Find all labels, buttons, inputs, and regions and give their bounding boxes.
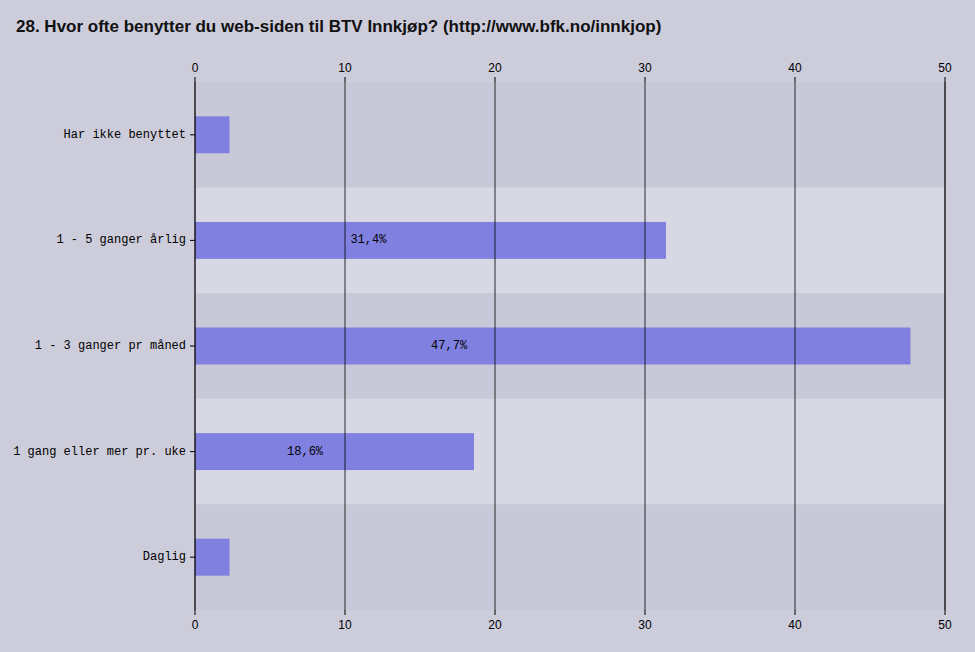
category-label: 1 - 3 ganger pr måned (35, 339, 186, 353)
data-label: 31,4% (350, 233, 387, 247)
category-label: 1 gang eller mer pr. uke (13, 445, 186, 459)
tick (945, 610, 946, 615)
tick-label: 40 (788, 61, 802, 75)
chart: 28. Hvor ofte benytter du web-siden til … (0, 0, 975, 652)
tick-label: 50 (938, 618, 952, 632)
category-label: Daglig (143, 550, 186, 564)
row-background (195, 399, 945, 505)
tick-label: 10 (338, 618, 352, 632)
tick (345, 610, 346, 615)
category-label: Har ikke benyttet (64, 128, 186, 142)
grid-line (495, 82, 496, 610)
grid-line (945, 82, 946, 610)
tick (345, 77, 346, 82)
tick (495, 610, 496, 615)
tick-label: 50 (938, 61, 952, 75)
tick-label: 0 (192, 61, 199, 75)
bar (195, 539, 230, 576)
data-label: 18,6% (287, 445, 324, 459)
bar (195, 433, 474, 470)
category-label: 1 - 5 ganger årlig (56, 233, 186, 247)
bars (195, 116, 911, 575)
tick-label: 20 (488, 618, 502, 632)
tick-label: 10 (338, 61, 352, 75)
tick (645, 77, 646, 82)
tick (795, 610, 796, 615)
tick (795, 77, 796, 82)
tick-label: 40 (788, 618, 802, 632)
tick (195, 610, 196, 615)
bar (195, 116, 230, 153)
data-label: 47,7% (431, 339, 468, 353)
tick (645, 610, 646, 615)
tick (190, 451, 195, 452)
axis-line (945, 82, 946, 610)
tick-label: 30 (638, 61, 652, 75)
tick (190, 134, 195, 135)
grid-line (645, 82, 646, 610)
row-background (195, 82, 945, 188)
row-background (195, 188, 945, 294)
tick (190, 557, 195, 558)
tick (195, 77, 196, 82)
row-background (195, 293, 945, 399)
bar (195, 328, 911, 365)
tick (190, 240, 195, 241)
tick-label: 20 (488, 61, 502, 75)
bar (195, 222, 666, 259)
grid-line (795, 82, 796, 610)
title: 28. Hvor ofte benytter du web-siden til … (16, 17, 661, 36)
tick-label: 30 (638, 618, 652, 632)
background (0, 0, 975, 652)
tick (190, 346, 195, 347)
grid-line (345, 82, 346, 610)
tick (495, 77, 496, 82)
row-background (195, 504, 945, 610)
tick (945, 77, 946, 82)
tick-label: 0 (192, 618, 199, 632)
